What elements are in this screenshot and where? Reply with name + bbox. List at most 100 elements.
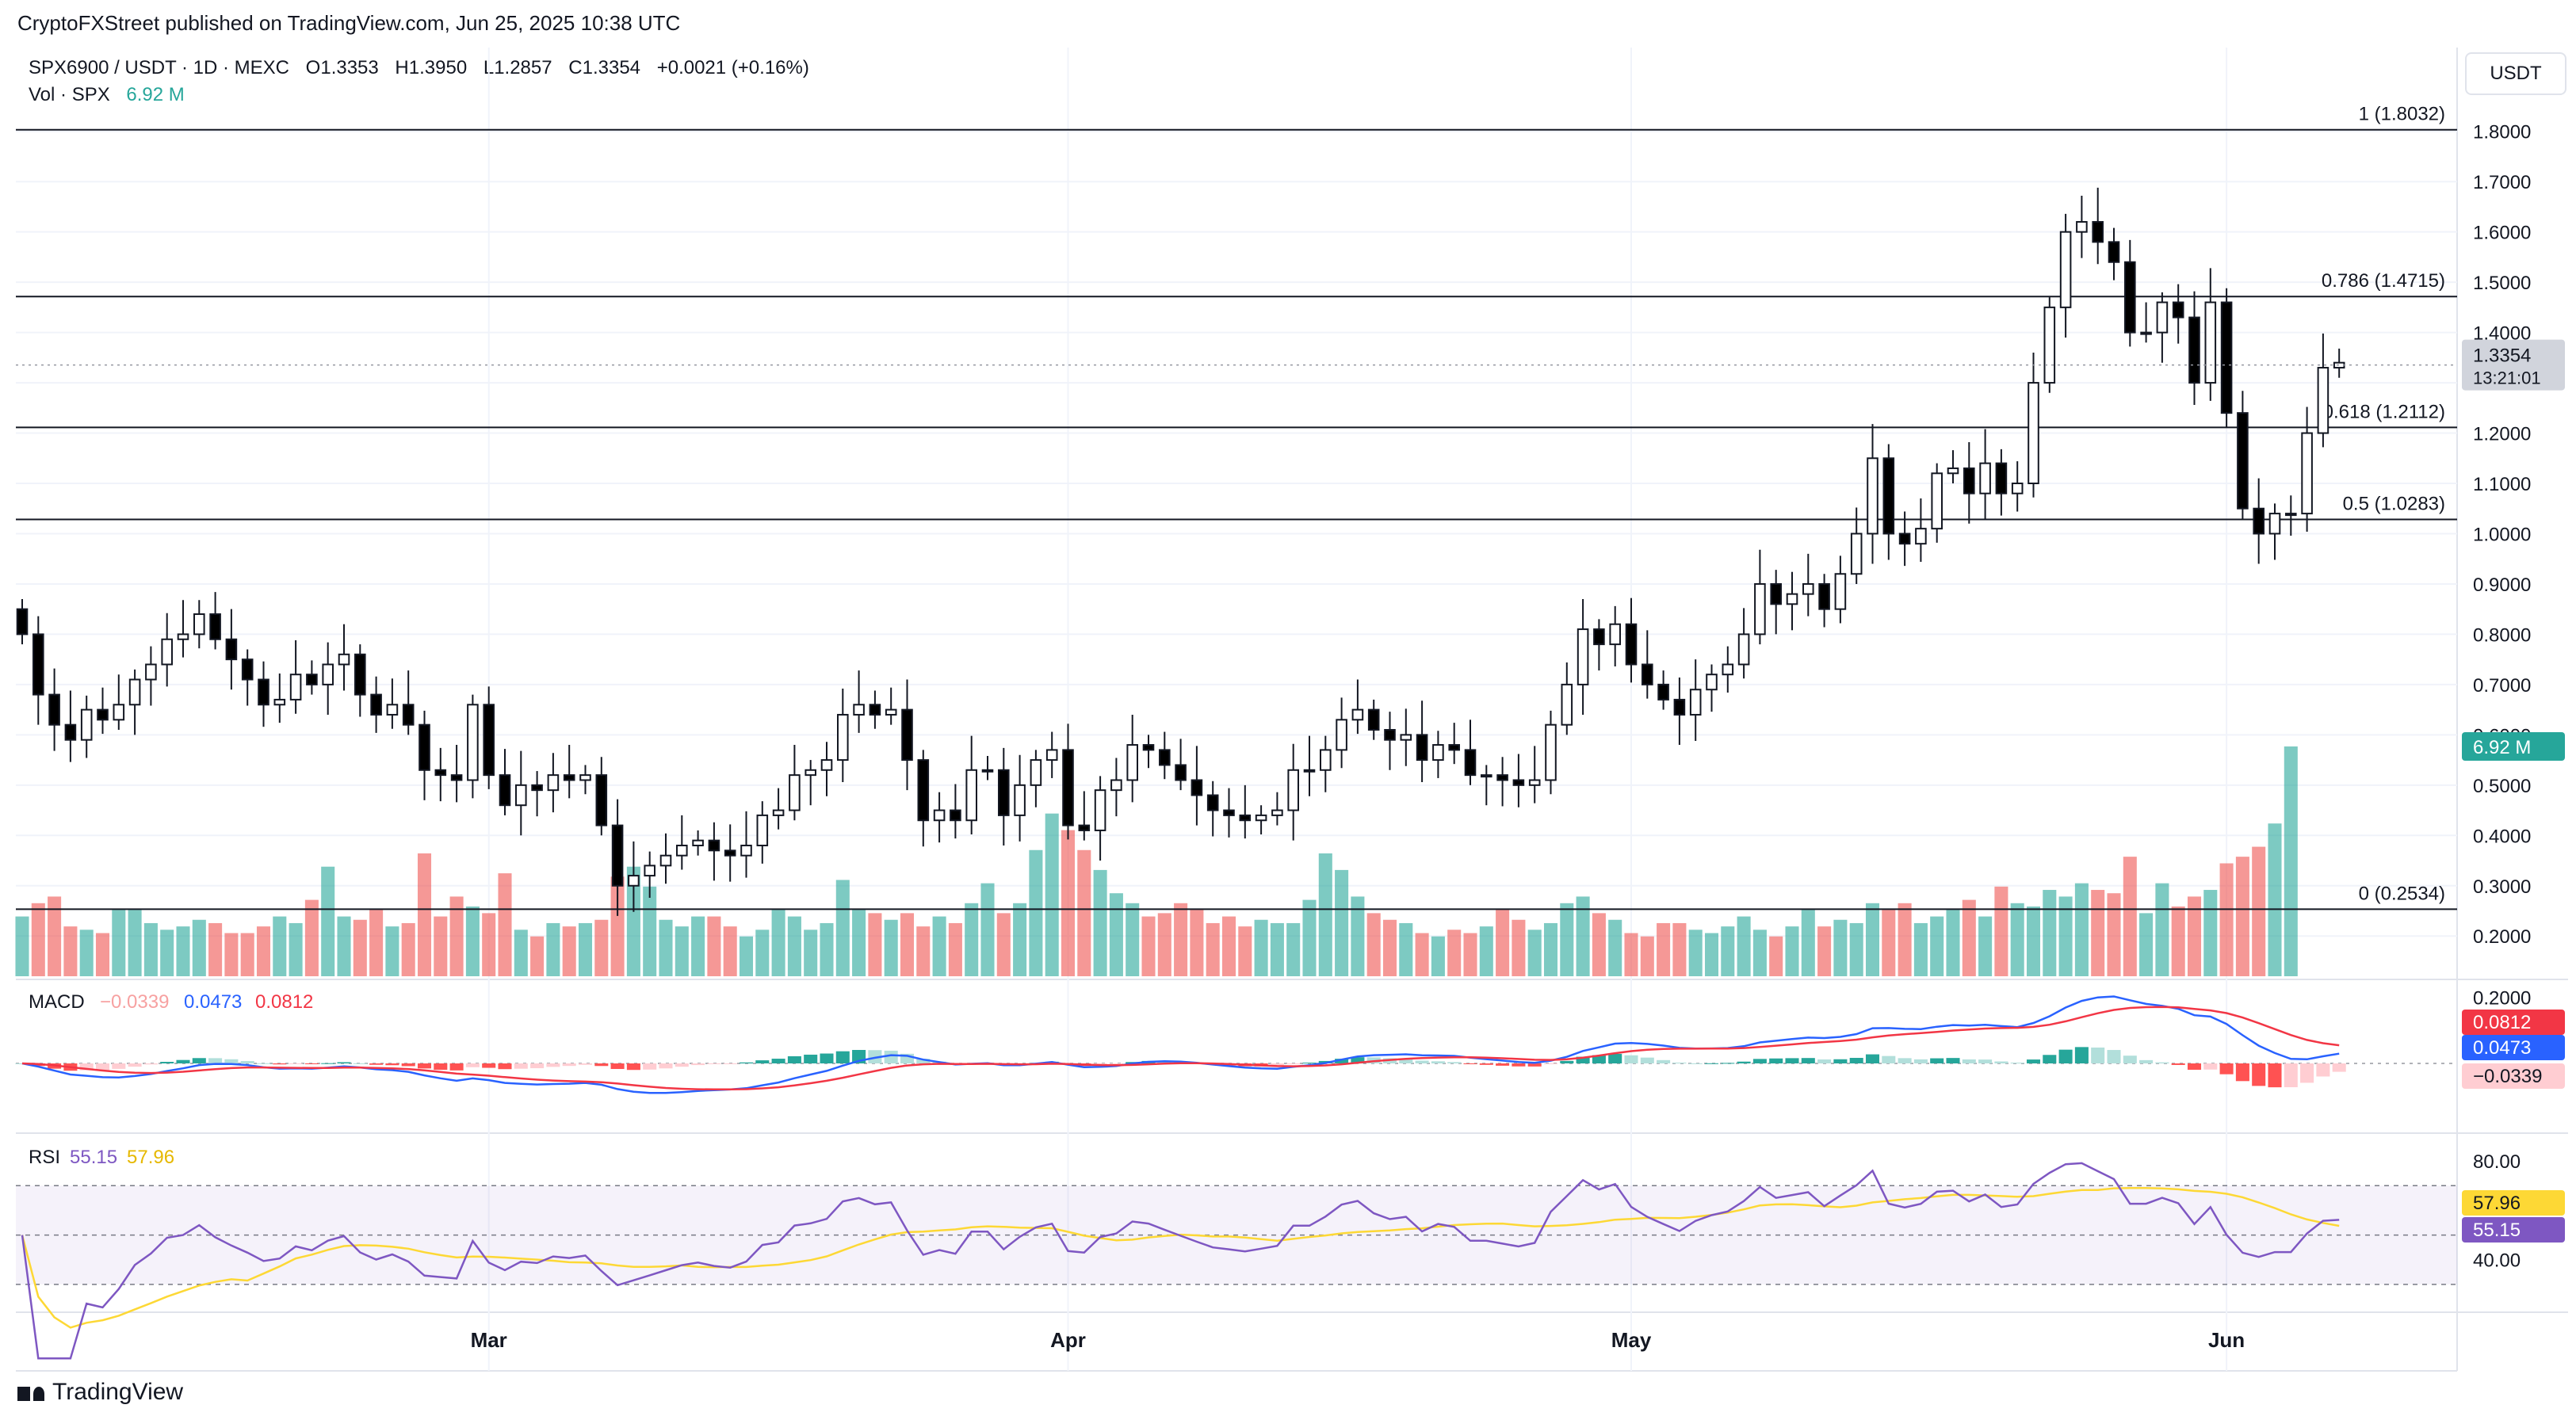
candle-body: [965, 769, 977, 822]
volume-bar: [1913, 922, 1928, 976]
volume-bar: [95, 933, 110, 976]
macd-histogram-bar: [771, 1059, 785, 1063]
volume-bar: [659, 919, 673, 976]
rsi-title: RSI: [29, 1147, 60, 1168]
volume-bar: [1270, 922, 1284, 976]
candle-body: [64, 723, 77, 741]
time-tick-label: Jun: [2208, 1328, 2245, 1352]
candle-body: [483, 704, 495, 777]
volume-bar: [449, 896, 464, 976]
candle-body: [1915, 528, 1927, 545]
rsi-ma-legend: 57.96: [127, 1147, 174, 1168]
price-tick-label: 0.9000: [2473, 574, 2531, 596]
macd-histogram-bar: [884, 1050, 898, 1063]
volume-last-label: 6.92 M: [2473, 737, 2531, 758]
candle-body: [1802, 582, 1814, 595]
candle-body: [1577, 628, 1589, 685]
candle-body: [1271, 809, 1283, 816]
volume-bar: [1769, 936, 1783, 976]
candle-body: [1834, 573, 1847, 610]
volume-bar: [707, 916, 721, 976]
macd-histogram-bar: [787, 1055, 801, 1063]
candle-body: [1561, 683, 1573, 726]
candle-body: [1336, 719, 1347, 751]
volume-bar: [594, 919, 609, 976]
volume-bar: [2123, 857, 2137, 976]
macd-value-box: [2462, 1035, 2565, 1060]
candle-body: [950, 809, 961, 822]
volume-bar: [1045, 813, 1059, 976]
candle-body: [499, 774, 511, 807]
rsi-value-box: [2462, 1217, 2565, 1242]
volume-bar: [498, 873, 512, 976]
tradingview-logo[interactable]: TradingView: [17, 1379, 183, 1406]
candle-body: [2204, 301, 2217, 384]
candle-body: [1737, 633, 1750, 666]
volume-bar: [434, 916, 448, 976]
macd-histogram-bar: [2332, 1063, 2346, 1072]
volume-bar: [2187, 896, 2202, 976]
volume-bar: [1351, 896, 1365, 976]
candle-body: [1014, 784, 1026, 816]
candle-body: [644, 865, 655, 877]
volume-bar: [1366, 913, 1381, 976]
candle-body: [322, 663, 334, 685]
macd-histogram-bar: [1913, 1059, 1928, 1063]
price-tick-label: 0.2000: [2473, 926, 2531, 948]
candle-body: [80, 708, 93, 741]
candle-body: [241, 658, 254, 681]
candle-body: [933, 809, 946, 822]
candle-body: [258, 678, 269, 706]
macd-histogram-bar: [2203, 1063, 2218, 1070]
volume-bar: [1093, 869, 1107, 976]
candle-body: [2059, 231, 2072, 308]
macd-histogram-bar: [530, 1063, 545, 1069]
macd-histogram-bar: [820, 1053, 834, 1063]
candle-body: [370, 693, 382, 716]
rsi-tick-label: 80.00: [2473, 1151, 2521, 1173]
volume-bar: [1543, 922, 1558, 976]
fib-level-label: 0.5 (1.0283): [2343, 494, 2445, 515]
macd-histogram-bar: [1640, 1057, 1654, 1063]
candle-body: [611, 824, 624, 887]
candle-body: [306, 674, 318, 685]
price-tick-label: 1.5000: [2473, 273, 2531, 294]
macd-histogram-bar: [321, 1063, 335, 1064]
rsi-value-label: 55.15: [2473, 1220, 2521, 1241]
price-tick-label: 0.5000: [2473, 776, 2531, 797]
macd-histogram-bar: [562, 1063, 576, 1067]
volume-bar: [514, 929, 528, 976]
volume-bar: [739, 936, 754, 976]
close-value: C1.3354: [568, 57, 641, 78]
open-value: O1.3353: [305, 57, 379, 78]
candle-body: [2043, 306, 2056, 384]
candle-body: [2188, 316, 2200, 384]
macd-histogram-bar: [916, 1059, 931, 1063]
macd-histogram-bar: [514, 1063, 528, 1069]
price-tick-label: 0.8000: [2473, 624, 2531, 646]
macd-histogram-bar: [1752, 1059, 1767, 1063]
candle-body: [338, 653, 350, 666]
candle-body: [1850, 532, 1863, 575]
symbol-label[interactable]: SPX6900 / USDT · 1D · MEXC: [29, 57, 289, 78]
candle-body: [1786, 593, 1798, 605]
macd-histogram-bar: [1946, 1058, 1960, 1063]
volume-bar: [2203, 890, 2218, 976]
volume-bar: [143, 922, 158, 976]
volume-bar: [2139, 913, 2154, 976]
currency-unit-button[interactable]: USDT: [2465, 52, 2566, 95]
volume-bar: [321, 866, 335, 976]
candle-body: [1159, 749, 1171, 766]
volume-bar: [1061, 830, 1076, 976]
tradingview-logo-icon: [17, 1384, 44, 1401]
macd-histogram-bar: [1399, 1059, 1413, 1063]
volume-bar: [578, 922, 593, 976]
volume-bar: [2155, 883, 2169, 976]
volume-bar: [224, 933, 239, 976]
volume-bar: [2107, 893, 2121, 976]
volume-bar: [965, 903, 979, 976]
candle-body: [563, 774, 575, 781]
candle-body: [917, 759, 930, 822]
volume-legend: Vol · SPX 6.92 M: [29, 84, 196, 106]
